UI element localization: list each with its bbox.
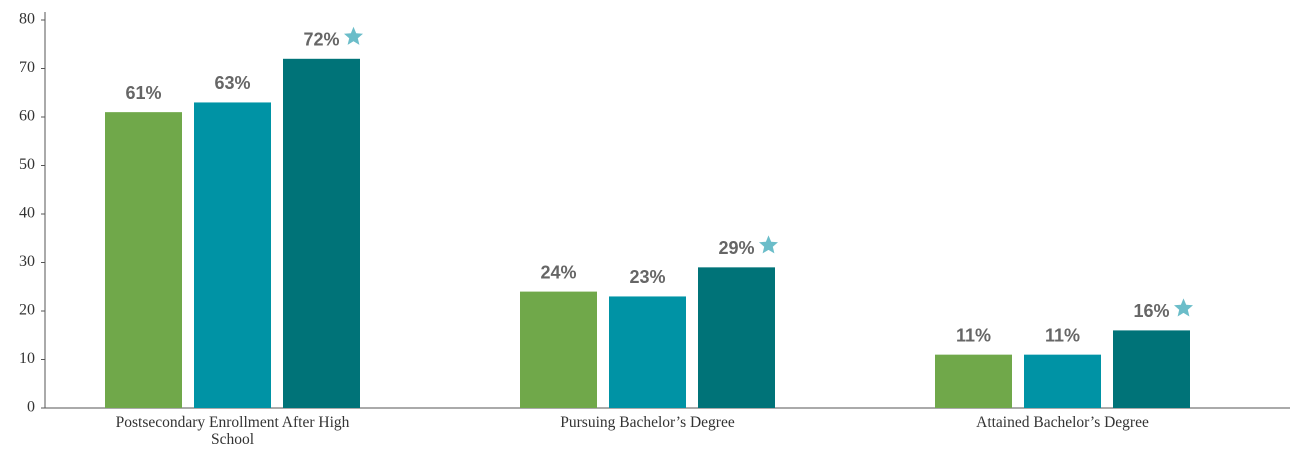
bar [1113, 330, 1190, 408]
value-label: 16% [1133, 301, 1169, 321]
y-tick-label: 80 [19, 11, 35, 28]
x-tick-label: Postsecondary Enrollment After High Scho… [115, 414, 350, 448]
bar [520, 291, 597, 408]
value-label: 29% [718, 238, 754, 258]
y-tick-label: 0 [27, 399, 35, 416]
bar [935, 354, 1012, 408]
value-label: 61% [125, 83, 161, 103]
value-label: 23% [629, 267, 665, 287]
bar [283, 58, 360, 409]
star-marker [344, 26, 363, 45]
bar [698, 267, 775, 408]
bar [194, 102, 271, 408]
value-label: 11% [1045, 325, 1080, 345]
bar [609, 296, 686, 408]
x-tick-label: Pursuing Bachelor’s Degree [560, 414, 735, 431]
value-label: 63% [214, 73, 250, 93]
value-label: 11% [956, 325, 991, 345]
star-marker [1174, 298, 1193, 317]
y-tick-label: 10 [19, 350, 35, 367]
bar [1024, 354, 1101, 408]
x-tick-label: Attained Bachelor’s Degree [976, 414, 1149, 431]
y-tick-label: 20 [19, 302, 35, 319]
star-marker [759, 235, 778, 254]
bar [105, 112, 182, 409]
y-tick-label: 70 [19, 59, 35, 76]
y-tick-label: 30 [19, 253, 35, 270]
value-label: 24% [540, 262, 576, 282]
y-tick-label: 40 [19, 205, 35, 222]
y-tick-label: 50 [19, 156, 35, 173]
y-tick-label: 60 [19, 108, 35, 125]
value-label: 72% [303, 30, 339, 50]
